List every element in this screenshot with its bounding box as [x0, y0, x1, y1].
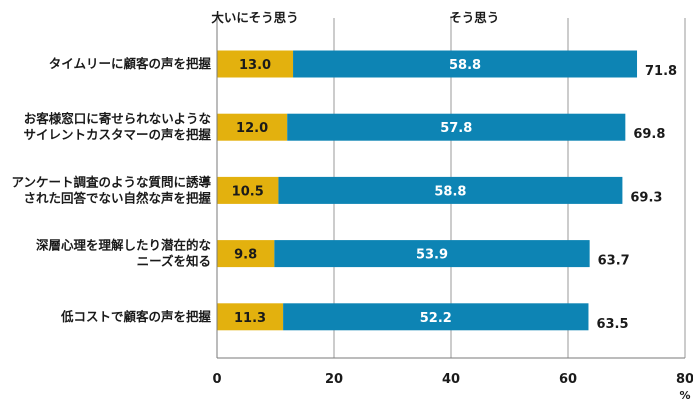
bar-total-label: 63.5 [596, 317, 628, 332]
category-label: 深層心理を理解したり潜在的な [36, 238, 211, 253]
bar-total-label: 71.8 [645, 64, 677, 79]
x-tick-label: 20 [325, 372, 343, 387]
bar-value-label: 9.8 [234, 248, 257, 263]
bar-value-label: 57.8 [440, 121, 472, 136]
category-label: サイレントカスタマーの声を把握 [23, 127, 211, 142]
bar-value-label: 11.3 [234, 311, 266, 326]
bar-segment-agree [283, 303, 589, 331]
legend: 大いにそう思う そう思う [211, 10, 499, 25]
bar-segment-strongly-agree [217, 113, 288, 141]
bar-value-label: 52.2 [420, 311, 452, 326]
labels: 13.0 58.8 71.8 タイムリーに顧客の声を把握 12.0 57.8 69.8 お客様… [11, 56, 677, 332]
x-unit-label: % [679, 389, 690, 402]
bar-total-label: 69.3 [630, 190, 662, 205]
x-tick-label: 0 [212, 372, 221, 387]
bar-value-label: 58.8 [449, 58, 481, 73]
bar-segment-agree [274, 240, 590, 268]
bar-segment-agree [278, 176, 623, 204]
x-tick-label: 40 [442, 372, 460, 387]
x-tick-label: 60 [559, 372, 577, 387]
x-tick-label: 80 [676, 372, 693, 387]
bar-value-label: 13.0 [239, 58, 271, 73]
category-label: タイムリーに顧客の声を把握 [49, 56, 212, 71]
bar-segment-strongly-agree [217, 303, 284, 331]
bar-value-label: 10.5 [232, 184, 264, 199]
bars [217, 50, 638, 331]
axes: 0 20 40 60 80% [212, 18, 693, 402]
bar-segment-agree [287, 113, 626, 141]
bar-total-label: 63.7 [598, 254, 630, 269]
bar-segment-agree [293, 50, 638, 78]
category-label: 低コストで顧客の声を把握 [60, 309, 212, 324]
bar-value-label: 53.9 [416, 248, 448, 263]
category-label: された回答でない自然な声を把握 [23, 190, 211, 205]
bar-value-label: 58.8 [434, 184, 466, 199]
category-label: ニーズを知る [137, 254, 211, 269]
legend-label: そう思う [449, 10, 499, 25]
bar-segment-strongly-agree [217, 240, 275, 268]
legend-label: 大いにそう思う [211, 10, 298, 25]
bar-segment-strongly-agree [217, 176, 279, 204]
bar-value-label: 12.0 [236, 121, 268, 136]
bar-segment-strongly-agree [217, 50, 294, 78]
category-label: アンケート調査のような質問に誘導 [11, 174, 211, 189]
bar-total-label: 69.8 [633, 127, 665, 142]
category-label: お客様窓口に寄せられないような [24, 111, 211, 126]
